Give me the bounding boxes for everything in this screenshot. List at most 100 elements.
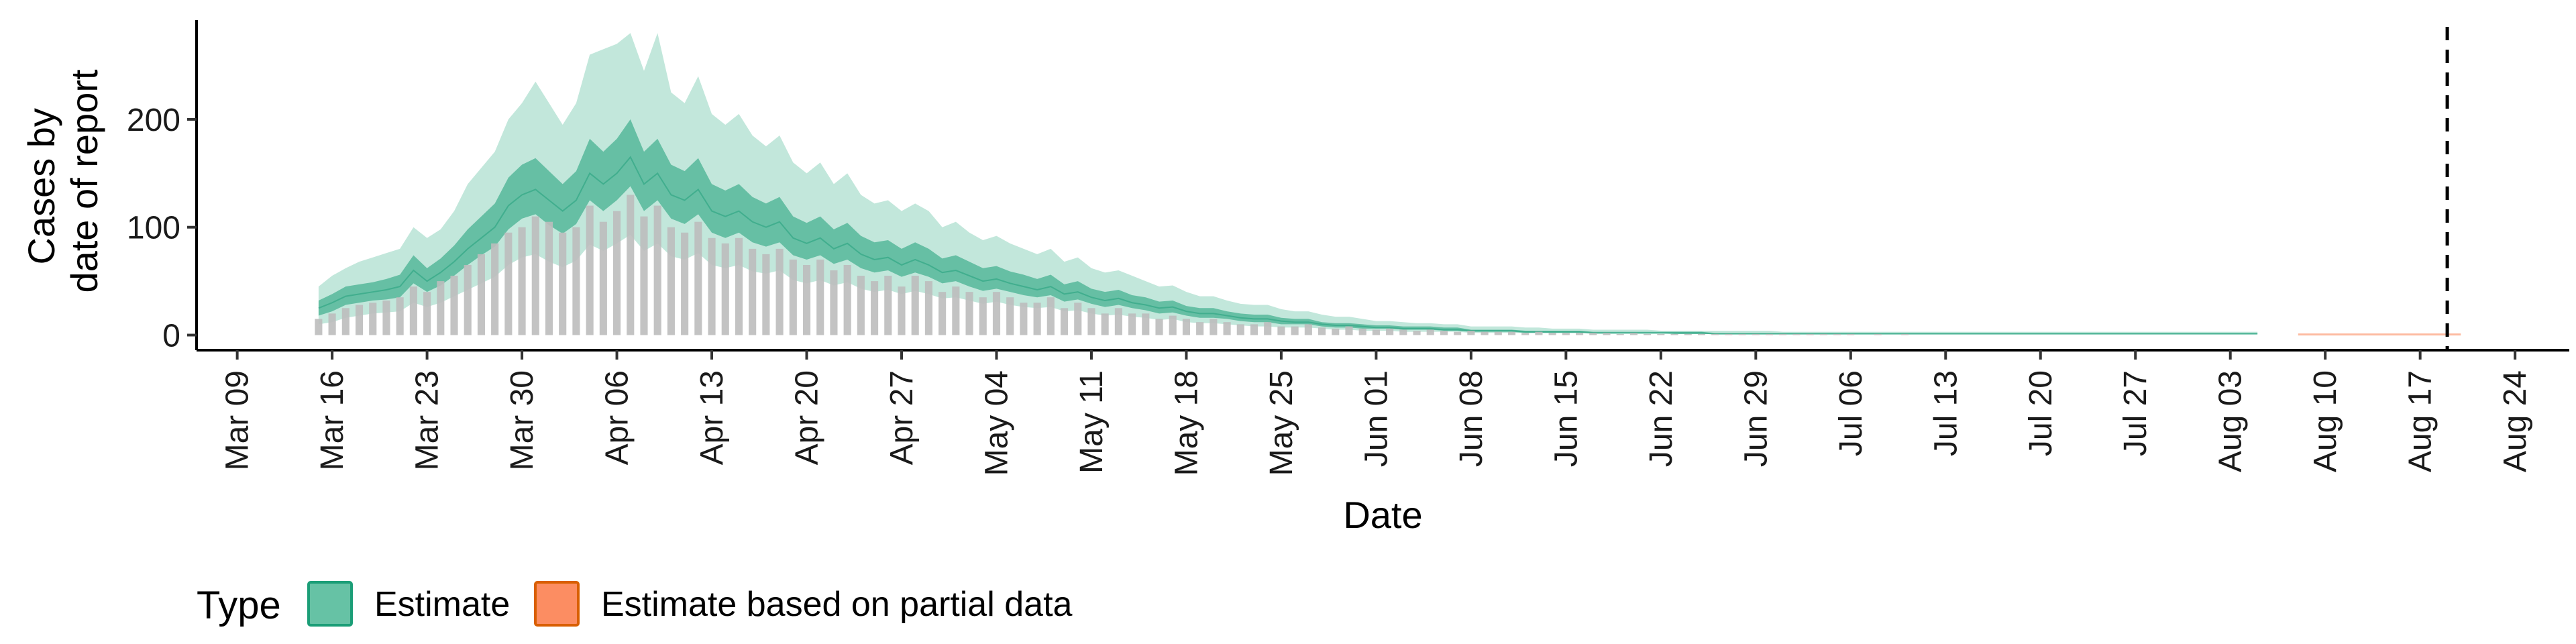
observed-bar [627,195,635,335]
x-axis-title: Date [1343,494,1422,536]
observed-bar [1454,331,1462,335]
observed-bar [952,286,960,335]
observed-bar [1440,331,1448,335]
observed-case-bars [315,195,1909,335]
observed-bar [1711,333,1719,335]
observed-bar [1196,322,1204,335]
observed-bar [1629,333,1638,335]
observed-bar [437,281,445,335]
observed-bar [1169,315,1177,335]
observed-bar [572,227,580,335]
observed-bar [694,221,702,335]
x-tick-label: May 25 [1264,370,1299,476]
observed-bar [1548,333,1556,335]
legend-label-estimate: Estimate [374,585,510,624]
observed-bar [1358,328,1366,335]
observed-bar [1765,333,1774,335]
observed-bar [355,305,364,335]
observed-bar [1332,328,1340,335]
observed-bar [789,259,797,335]
observed-bar [830,270,838,335]
partial-estimate-fill [2298,333,2461,336]
x-tick-label: Jun 15 [1548,370,1584,467]
observed-bar [735,237,743,335]
observed-bar [1426,329,1434,335]
observed-bar [1670,333,1678,335]
observed-bar [1507,331,1516,335]
observed-bar [1819,333,1827,335]
legend: Type Estimate Estimate based on partial … [197,581,1073,627]
observed-bar [1277,326,1285,335]
observed-bar [979,297,987,335]
observed-bar [1603,333,1611,335]
observed-bar [1046,297,1055,335]
observed-bar [1399,329,1407,335]
observed-bar [843,264,851,335]
x-tick-label: Apr 27 [884,370,920,465]
observed-bar [884,276,892,335]
x-tick-label: Aug 03 [2213,370,2249,472]
observed-bar [382,301,390,335]
observed-bar [667,227,675,335]
x-tick-label: Apr 13 [694,370,730,465]
observed-bar [1413,331,1421,335]
estimate-median-line [318,156,2258,335]
observed-bar [1223,322,1231,335]
observed-bar [1684,333,1692,335]
legend-key-estimate [307,581,353,627]
partial-estimate-band [2298,333,2461,336]
observed-bar [1142,313,1150,335]
observed-bar [1494,331,1502,335]
observed-bar [1792,333,1801,335]
observed-bar [938,292,947,335]
x-tick-label: Mar 16 [315,370,350,470]
observed-bar [1020,303,1028,335]
observed-bar [681,232,689,335]
x-tick-label: Mar 23 [410,370,445,470]
observed-bar [1210,319,1218,335]
y-axis-title-line-1: Cases by [20,108,62,264]
observed-bar [1372,329,1380,335]
y-tick-label: 200 [127,103,180,138]
observed-bar [1128,313,1136,335]
observed-bar [1345,326,1353,335]
estimate-outer-band [318,33,2258,334]
x-tick-label: Jun 08 [1454,370,1489,467]
observed-bar [1847,333,1855,335]
observed-bar [775,248,784,335]
x-tick-label: May 11 [1074,370,1110,474]
observed-bar [1114,308,1122,335]
observed-bar [599,221,607,335]
legend-key-partial-estimate [534,581,580,627]
observed-bar [1535,331,1543,335]
y-axis-ticks: 0 100 200 [127,103,197,354]
observed-bar [1738,333,1746,335]
observed-bar [1616,333,1624,335]
y-axis-title-line-2: date of report [63,69,105,293]
observed-bar [491,243,499,335]
observed-bar [762,254,770,335]
observed-bar [1060,308,1069,335]
observed-bar [328,313,336,335]
y-axis-title: Cases by date of report [20,69,105,293]
observed-bar [1697,333,1706,335]
observed-bar [911,276,919,335]
observed-bar [640,216,648,335]
observed-bar [1182,319,1190,335]
observed-bar [1074,303,1082,335]
y-tick-label: 100 [127,211,180,246]
observed-bar [1874,333,1882,335]
x-tick-label: Apr 20 [790,370,825,465]
observed-bar [477,254,485,335]
observed-bar [708,237,716,335]
x-tick-label: Jul 27 [2118,370,2153,456]
observed-bar [504,232,513,335]
x-tick-label: Jun 01 [1358,370,1394,467]
x-tick-label: Jul 13 [1928,370,1964,456]
observed-bar [924,281,932,335]
observed-bar [802,264,811,335]
observed-bar [315,319,323,335]
legend-title: Type [197,584,281,627]
observed-bar [1250,324,1258,335]
x-tick-label: Aug 10 [2308,370,2343,472]
